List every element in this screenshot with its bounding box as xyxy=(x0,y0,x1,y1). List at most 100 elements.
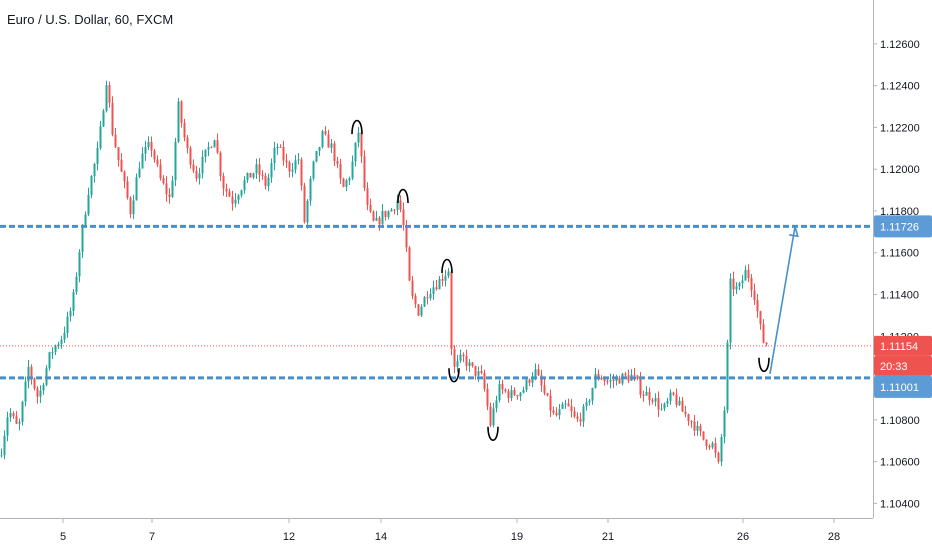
candle xyxy=(285,153,288,169)
candle xyxy=(135,173,138,201)
candle xyxy=(93,162,96,183)
candle-body xyxy=(129,197,132,215)
candle xyxy=(219,151,222,181)
candle-body xyxy=(366,187,369,205)
candle-body xyxy=(270,163,273,178)
plot-background xyxy=(0,0,873,518)
candle xyxy=(546,392,549,397)
candle xyxy=(336,156,339,169)
candle-body xyxy=(105,85,108,111)
candle xyxy=(0,448,3,458)
current-price-badge-text: 1.11154 xyxy=(880,341,918,353)
candle-body xyxy=(33,378,36,389)
candle-body xyxy=(636,375,639,380)
candle-body xyxy=(78,252,81,277)
candle xyxy=(123,170,126,189)
candle xyxy=(273,141,276,171)
candle xyxy=(282,140,285,166)
candle xyxy=(402,202,405,231)
candle xyxy=(300,157,303,191)
candle-body xyxy=(408,247,411,281)
candle xyxy=(750,274,753,298)
candle xyxy=(57,341,60,349)
time-axis[interactable]: 5 7 12 14 19 21 26 28 xyxy=(60,518,840,543)
candle xyxy=(678,396,681,407)
candle-body xyxy=(201,156,204,174)
candle xyxy=(441,273,444,287)
candle-body xyxy=(444,276,447,281)
candle xyxy=(756,293,759,318)
candle-body xyxy=(12,413,15,417)
candle-body xyxy=(477,371,480,376)
candle xyxy=(147,136,150,151)
candle-body xyxy=(30,366,33,379)
candle xyxy=(270,158,273,183)
candle xyxy=(297,153,300,165)
candle xyxy=(429,288,432,301)
candle-body xyxy=(27,366,30,382)
candle-body xyxy=(54,345,57,352)
candle xyxy=(255,158,258,179)
candle-body xyxy=(84,214,87,225)
candle-body xyxy=(354,142,357,162)
candle xyxy=(375,210,378,222)
candle-body xyxy=(294,160,297,170)
candle-body xyxy=(687,414,690,422)
candle-body xyxy=(657,398,660,410)
candle-body xyxy=(138,168,141,178)
candle xyxy=(369,198,372,213)
candle-body xyxy=(336,160,339,164)
candle-body xyxy=(141,153,144,169)
candle-body xyxy=(741,280,744,284)
candle-body xyxy=(267,177,270,186)
candle xyxy=(54,344,57,355)
candle xyxy=(567,398,570,407)
candle-body xyxy=(174,141,177,181)
chart-title: Euro / U.S. Dollar, 60, FXCM xyxy=(7,12,173,27)
candle-body xyxy=(633,374,636,376)
candle xyxy=(600,375,603,380)
candle-body xyxy=(213,140,216,148)
candle-body xyxy=(597,373,600,378)
candle xyxy=(249,172,252,178)
candle xyxy=(132,194,135,220)
candle xyxy=(699,423,702,437)
candle-body xyxy=(381,210,384,224)
candle-body xyxy=(501,383,504,390)
candle-layer xyxy=(0,80,768,466)
candle xyxy=(636,375,639,381)
candle-body xyxy=(600,377,603,380)
candle-body xyxy=(276,146,279,149)
candle xyxy=(138,161,141,179)
candle-body xyxy=(96,148,99,164)
candle-body xyxy=(474,365,477,376)
candle-body xyxy=(531,376,534,383)
candle xyxy=(465,349,468,371)
candle-body xyxy=(216,140,219,153)
countdown-badge-text: 20:33 xyxy=(880,361,908,373)
candle xyxy=(564,399,567,409)
candle-body xyxy=(510,390,513,399)
candle-body xyxy=(540,375,543,386)
candle-body xyxy=(66,316,69,334)
candle xyxy=(492,402,495,428)
candle xyxy=(387,210,390,220)
candle xyxy=(759,310,762,330)
price-axis[interactable]: 1.12600 1.12400 1.12200 1.12000 1.11800 1.116… xyxy=(873,39,920,511)
candle-body xyxy=(180,101,183,123)
candle-body xyxy=(390,209,393,212)
candle xyxy=(510,385,513,401)
candle-body xyxy=(156,159,159,165)
candle-body xyxy=(567,403,570,407)
candle-body xyxy=(753,290,756,301)
candle xyxy=(156,155,159,168)
candle xyxy=(345,178,348,192)
candle-body xyxy=(210,147,213,149)
candle xyxy=(690,420,693,428)
candle xyxy=(81,224,84,259)
candle-body xyxy=(642,394,645,396)
candle xyxy=(357,126,360,148)
candle-body xyxy=(57,344,60,346)
candle-body xyxy=(435,287,438,290)
